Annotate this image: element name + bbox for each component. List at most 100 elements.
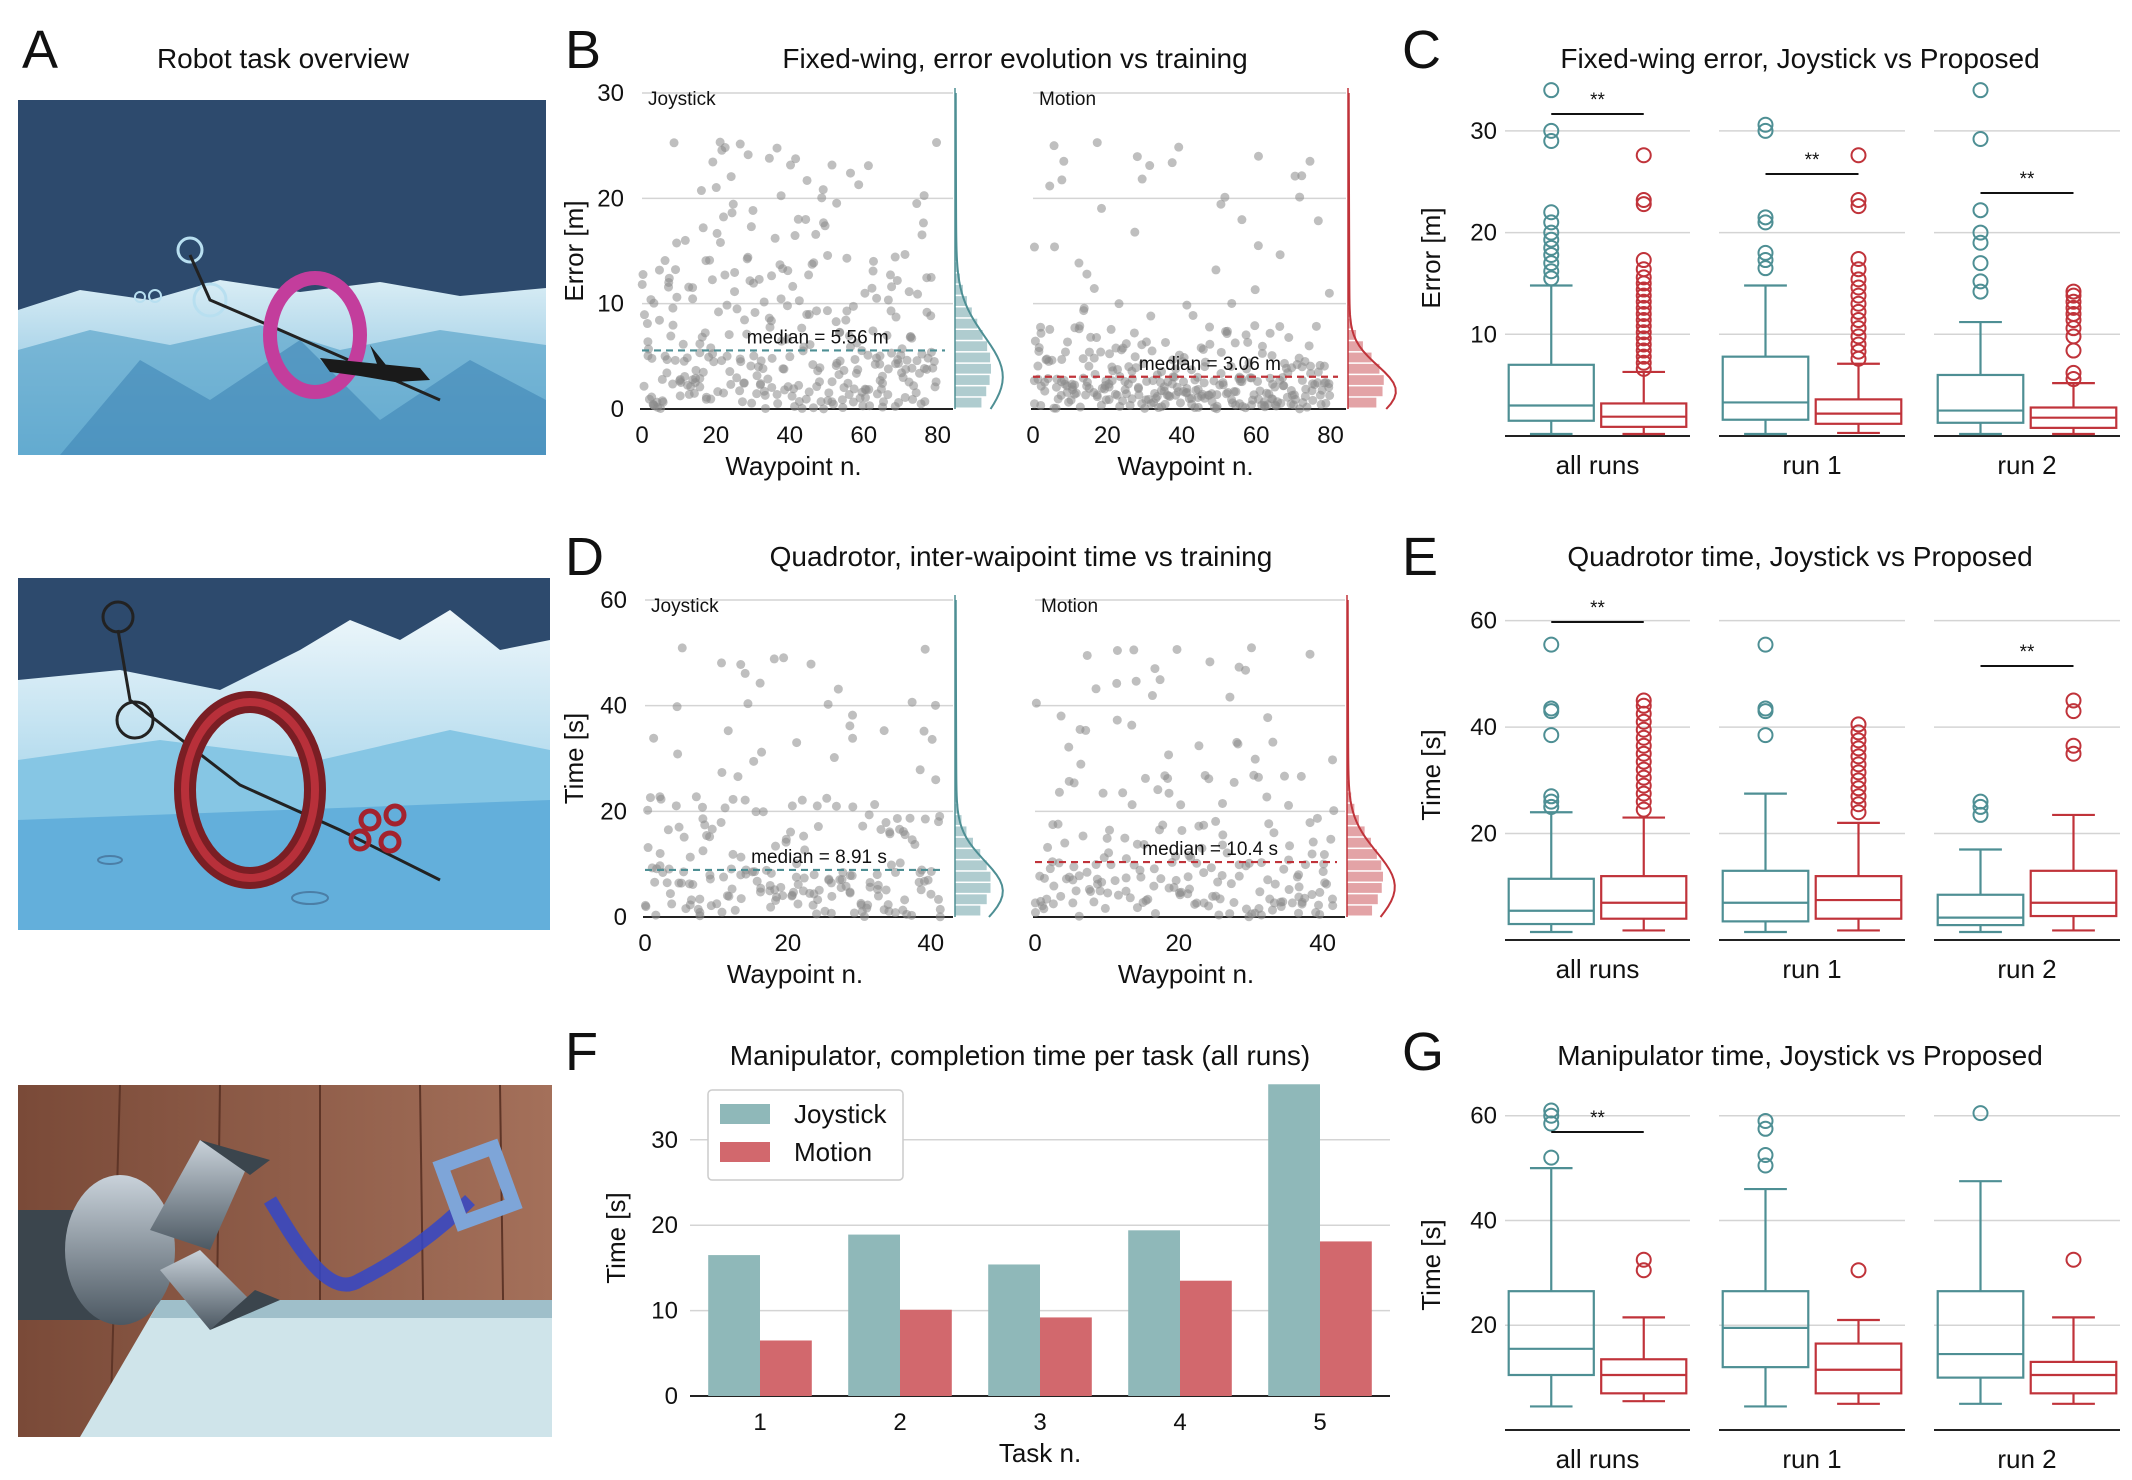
data-point [833,684,843,694]
data-point [1042,894,1052,904]
data-point [1193,402,1203,412]
data-point [747,398,757,408]
data-point [1139,839,1149,849]
data-point [688,879,698,889]
data-point [1074,911,1084,921]
data-point [804,309,814,319]
data-point [1197,843,1207,853]
group-label: all runs [1556,1444,1640,1474]
data-point [900,392,910,402]
data-point [643,337,653,347]
histogram-bar [955,860,987,871]
data-point [858,821,868,831]
data-point [1295,192,1305,202]
outlier-point [1757,252,1774,269]
outlier-point [1757,209,1774,226]
outlier-point [1850,804,1867,821]
data-point [808,360,818,370]
outlier-point [1635,348,1652,365]
data-point [1305,361,1315,371]
data-point [724,330,734,340]
data-point [1267,905,1277,915]
data-point [1305,818,1315,828]
outlier-point [1972,798,1989,815]
data-point [1194,741,1204,751]
data-point [691,365,701,375]
data-point [883,295,893,305]
data-point [1105,349,1115,359]
data-point [776,191,786,201]
data-point [740,795,750,805]
box [1936,1290,2025,1379]
chart-g: Time [s] 20 40 60 ** all runs run 1 run 2 [1416,1102,2120,1474]
data-point [1130,352,1140,362]
data-point [739,378,749,388]
data-point [1229,777,1239,787]
data-point [1056,891,1066,901]
density-curve [954,599,1004,918]
y-tick-label: 20 [600,798,627,825]
outlier-point [1635,312,1652,329]
data-point [736,894,746,904]
manipulator-scene-image [18,1084,552,1438]
y-axis-label: Error [m] [1416,207,1446,308]
data-point [1121,854,1131,864]
data-point [727,208,737,218]
bar [1180,1280,1232,1396]
data-point [812,306,822,316]
data-point [1114,299,1124,309]
outlier-point [1850,1262,1867,1279]
outlier-point [1850,780,1867,797]
data-point [900,830,910,840]
data-point [740,668,750,678]
outlier-point [1635,269,1652,286]
data-point [1188,310,1198,320]
data-point [756,356,766,366]
data-point [764,153,774,163]
box [1507,363,1595,422]
box [1507,877,1595,926]
data-point [822,306,832,316]
data-point [878,402,888,412]
data-point [728,794,738,804]
y-tick-label: 40 [600,693,627,720]
data-point [638,269,648,279]
data-point [1033,361,1043,371]
data-point [651,910,661,920]
data-point [1218,830,1228,840]
outlier-point [1850,724,1867,741]
data-point [926,272,936,282]
data-point [933,894,943,904]
data-point [872,870,882,880]
data-point [1060,838,1070,848]
data-point [675,391,685,401]
y-tick-label: 40 [1470,714,1497,741]
data-point [1307,849,1317,859]
data-point [742,329,752,339]
data-point [668,320,678,330]
x-axis-label: Task n. [999,1438,1081,1468]
data-point [842,306,852,316]
box [2029,1360,2118,1395]
data-point [783,334,793,344]
data-point [669,138,679,148]
data-point [1250,321,1260,331]
data-point [1216,199,1226,209]
data-point [708,349,718,359]
x-tick-label: 1 [753,1409,766,1436]
data-point [1092,333,1102,343]
data-point [637,279,647,289]
data-point [1145,161,1155,171]
data-point [1140,403,1150,413]
y-tick-label: 60 [1470,608,1497,635]
histogram-bar [955,363,991,374]
data-point [1308,837,1318,847]
data-point [1314,900,1324,910]
outlier-point [1850,772,1867,789]
histogram-bar [1347,883,1382,893]
data-point [698,223,708,233]
outlier-point [1850,748,1867,765]
y-tick-label: 0 [614,904,627,931]
outlier-point [1543,214,1560,231]
median-label: median = 8.91 s [751,847,887,868]
